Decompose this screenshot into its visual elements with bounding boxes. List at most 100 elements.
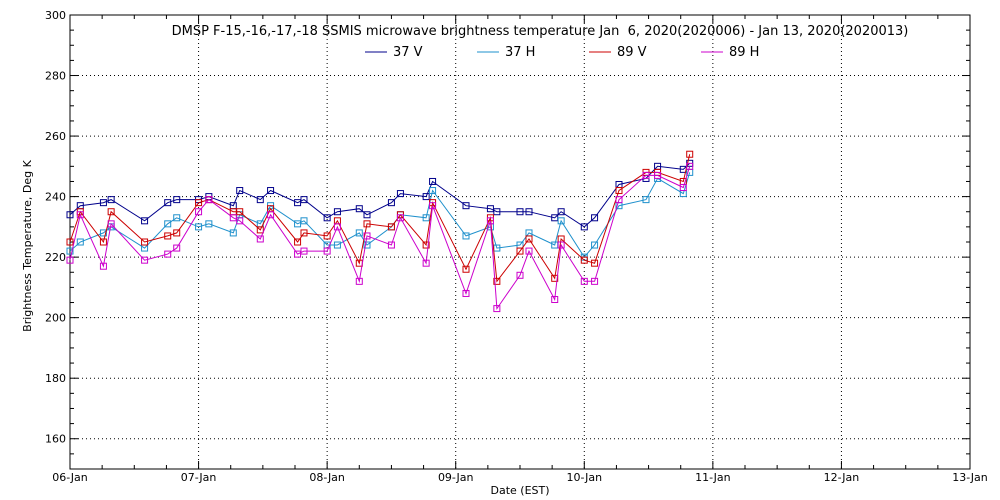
legend-label: 37 H — [505, 45, 535, 60]
data-point — [300, 247, 308, 255]
data-point — [396, 190, 404, 198]
y-tick-label: 180 — [45, 372, 66, 385]
data-point — [323, 214, 331, 222]
data-point — [679, 184, 687, 192]
data-point — [256, 226, 264, 234]
data-point — [141, 217, 149, 225]
x-tick-label: 06-Jan — [52, 471, 88, 484]
data-point — [294, 238, 302, 246]
data-point — [642, 196, 650, 204]
data-point — [99, 199, 107, 207]
data-point — [99, 229, 107, 237]
data-point — [66, 238, 74, 246]
data-point — [551, 296, 559, 304]
data-point — [107, 208, 115, 216]
data-point — [642, 171, 650, 179]
series-line — [69, 162, 691, 228]
data-point — [615, 187, 623, 195]
data-point — [422, 193, 430, 201]
data-point — [164, 250, 172, 258]
axis-ticks — [69, 14, 971, 470]
data-point — [486, 217, 494, 225]
y-tick-label: 200 — [45, 312, 66, 325]
data-point — [387, 223, 395, 231]
data-point — [300, 196, 308, 204]
data-point — [557, 208, 565, 216]
data-point — [363, 220, 371, 228]
data-point — [516, 208, 524, 216]
y-tick-label: 240 — [45, 191, 66, 204]
data-point — [256, 235, 264, 243]
data-point — [654, 171, 662, 179]
data-point — [66, 256, 74, 264]
legend-label: 89 V — [617, 45, 647, 60]
data-point — [333, 241, 341, 249]
data-point — [493, 277, 501, 285]
legend-label: 89 H — [729, 45, 759, 60]
data-point — [516, 247, 524, 255]
data-point — [387, 199, 395, 207]
data-point — [493, 208, 501, 216]
data-point — [462, 289, 470, 297]
y-tick-labels: 160 180 200 220 240 260 280 300 — [45, 9, 66, 446]
data-point — [267, 187, 275, 195]
data-point — [591, 259, 599, 267]
data-point — [173, 229, 181, 237]
data-point — [525, 247, 533, 255]
y-tick-label: 280 — [45, 70, 66, 83]
data-point — [429, 202, 437, 210]
data-point — [363, 241, 371, 249]
data-point — [66, 247, 74, 255]
data-point — [493, 305, 501, 313]
data-point — [422, 214, 430, 222]
series-37-h — [66, 168, 694, 261]
data-point — [422, 259, 430, 267]
y-tick-label: 220 — [45, 251, 66, 264]
y-tick-label: 300 — [45, 9, 66, 22]
y-tick-label: 160 — [45, 433, 66, 446]
data-point — [580, 256, 588, 264]
y-axis-label: Brightness Temperature, Deg K — [21, 159, 34, 331]
data-point — [686, 150, 694, 158]
legend: 37 V 37 H 89 V 89 H — [365, 45, 759, 60]
series-89-h — [66, 162, 694, 313]
data-point — [333, 223, 341, 231]
data-point — [462, 202, 470, 210]
data-point — [236, 217, 244, 225]
x-tick-label: 07-Jan — [181, 471, 217, 484]
data-point — [173, 214, 181, 222]
data-point — [195, 199, 203, 207]
x-axis-label: Date (EST) — [490, 484, 549, 497]
data-point — [141, 256, 149, 264]
chart-title: DMSP F-15,-16,-17,-18 SSMIS microwave br… — [172, 24, 909, 39]
data-point — [422, 241, 430, 249]
data-point — [267, 211, 275, 219]
x-tick-label: 08-Jan — [309, 471, 345, 484]
data-point — [164, 220, 172, 228]
x-tick-label: 12-Jan — [824, 471, 860, 484]
data-point — [516, 271, 524, 279]
data-point — [363, 211, 371, 219]
data-point — [615, 196, 623, 204]
data-point — [591, 214, 599, 222]
data-point — [363, 232, 371, 240]
data-point — [76, 238, 84, 246]
data-point — [236, 187, 244, 195]
data-point — [525, 208, 533, 216]
data-point — [76, 211, 84, 219]
x-tick-label: 10-Jan — [567, 471, 603, 484]
data-point — [107, 220, 115, 228]
data-point — [300, 217, 308, 225]
x-tick-label: 13-Jan — [952, 471, 988, 484]
data-point — [355, 205, 363, 213]
data-point — [256, 196, 264, 204]
data-point — [580, 277, 588, 285]
data-point — [300, 229, 308, 237]
data-point — [66, 211, 74, 219]
data-point — [195, 208, 203, 216]
data-point — [99, 238, 107, 246]
data-point — [462, 265, 470, 273]
data-point — [686, 162, 694, 170]
data-point — [591, 277, 599, 285]
